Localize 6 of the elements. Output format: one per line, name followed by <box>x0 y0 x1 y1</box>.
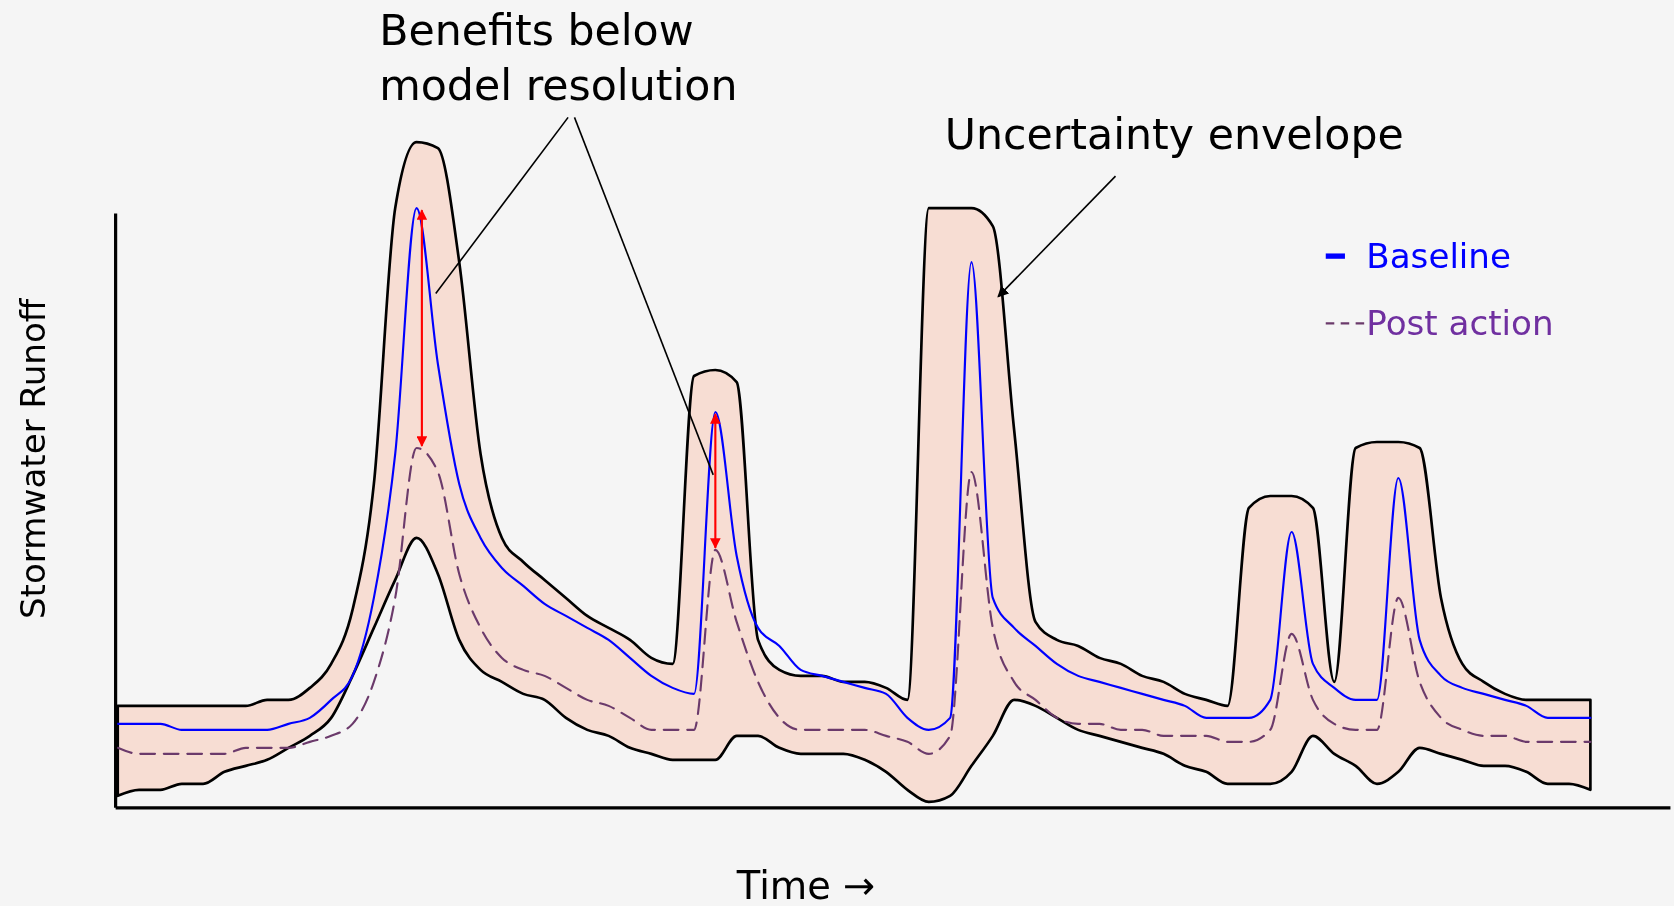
text: Uncertainty envelope <box>944 109 1404 160</box>
x-axis-title: Time → <box>735 862 876 906</box>
y-axis-title: Stormwater Runoff <box>13 297 54 620</box>
text: Benefits below model resolution <box>379 4 738 111</box>
legend-label: Post action <box>1366 303 1554 344</box>
legend-label: Baseline <box>1366 235 1511 276</box>
